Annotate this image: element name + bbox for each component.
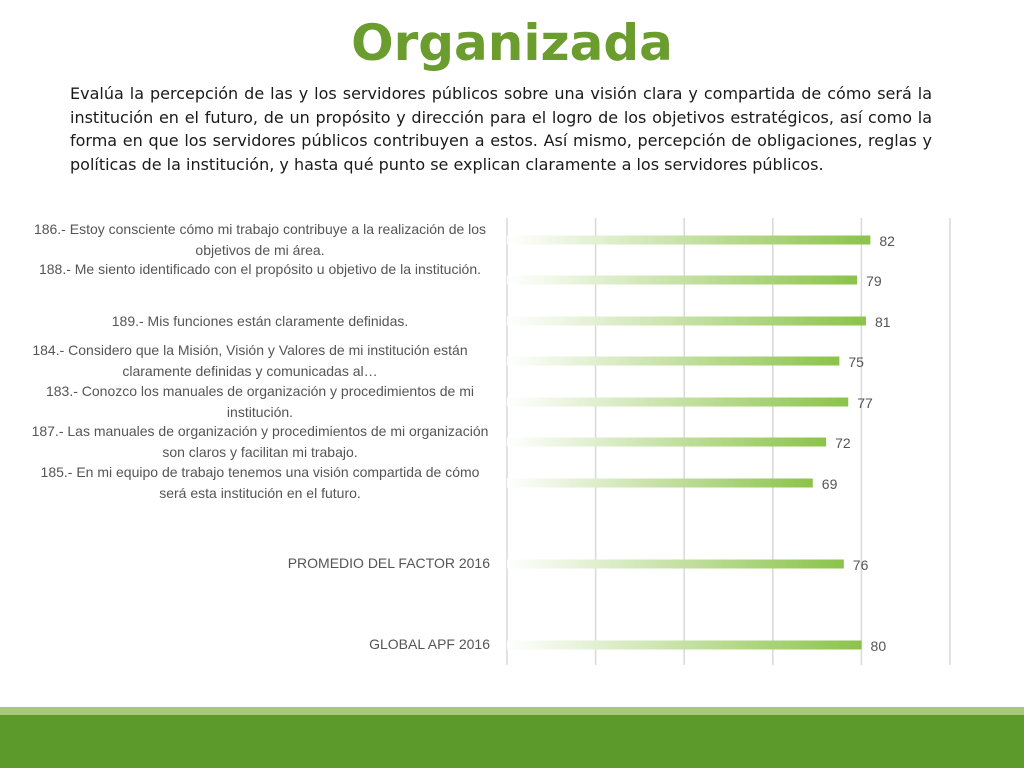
data-label: 80 xyxy=(871,638,887,654)
category-label: 183.- Conozco los manuales de organizaci… xyxy=(45,383,474,420)
data-label: 76 xyxy=(853,557,869,573)
bar xyxy=(507,559,844,569)
category-label: PROMEDIO DEL FACTOR 2016 xyxy=(287,555,490,571)
category-label: 184.- Considero que la Misión, Visión y … xyxy=(32,342,468,379)
footer-band xyxy=(0,715,1024,768)
data-label: 79 xyxy=(866,273,882,289)
bar xyxy=(507,397,849,407)
bar xyxy=(507,478,813,488)
bar-chart: 82 79 81 75 77 72 69 76 80 xyxy=(506,218,951,665)
data-label: 81 xyxy=(875,314,891,330)
bar xyxy=(507,316,866,326)
category-label: 189.- Mis funciones están claramente def… xyxy=(111,313,409,329)
category-label: 185.- En mi equipo de trabajo tenemos un… xyxy=(40,464,480,501)
category-label: GLOBAL APF 2016 xyxy=(369,636,490,652)
footer-stripe xyxy=(0,707,1024,715)
category-label: 188.- Me siento identificado con el prop… xyxy=(38,261,482,277)
data-label: 69 xyxy=(822,476,838,492)
data-label: 72 xyxy=(835,435,851,451)
data-label: 75 xyxy=(848,354,864,370)
bar xyxy=(507,640,862,650)
bar xyxy=(507,437,827,447)
bar xyxy=(507,356,840,366)
data-label: 77 xyxy=(857,395,873,411)
slide-description: Evalúa la percepción de las y los servid… xyxy=(70,84,932,174)
slide-title: Organizada xyxy=(351,14,673,72)
data-label: 82 xyxy=(879,233,895,249)
bar xyxy=(507,235,871,245)
category-label: 187.- Las manuales de organización y pro… xyxy=(31,423,489,460)
bar xyxy=(507,275,858,285)
category-label: 186.- Estoy consciente cómo mi trabajo c… xyxy=(33,221,487,258)
